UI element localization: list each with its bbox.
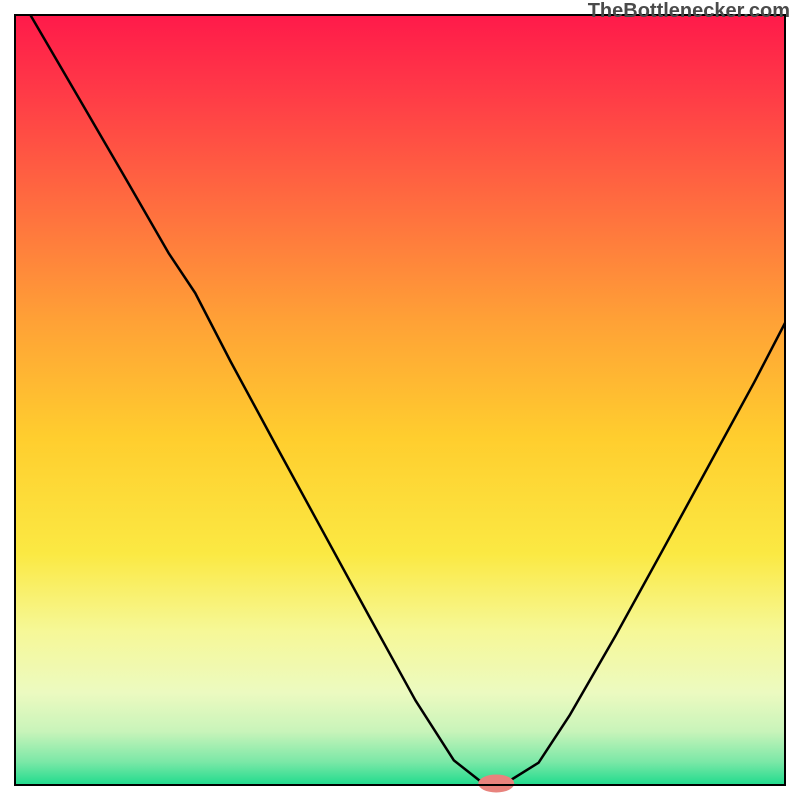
- watermark-text: TheBottlenecker.com: [588, 0, 790, 23]
- plot-background: [15, 15, 785, 785]
- chart-svg: [0, 0, 800, 800]
- bottleneck-chart: TheBottlenecker.com: [0, 0, 800, 800]
- min-marker: [478, 774, 514, 792]
